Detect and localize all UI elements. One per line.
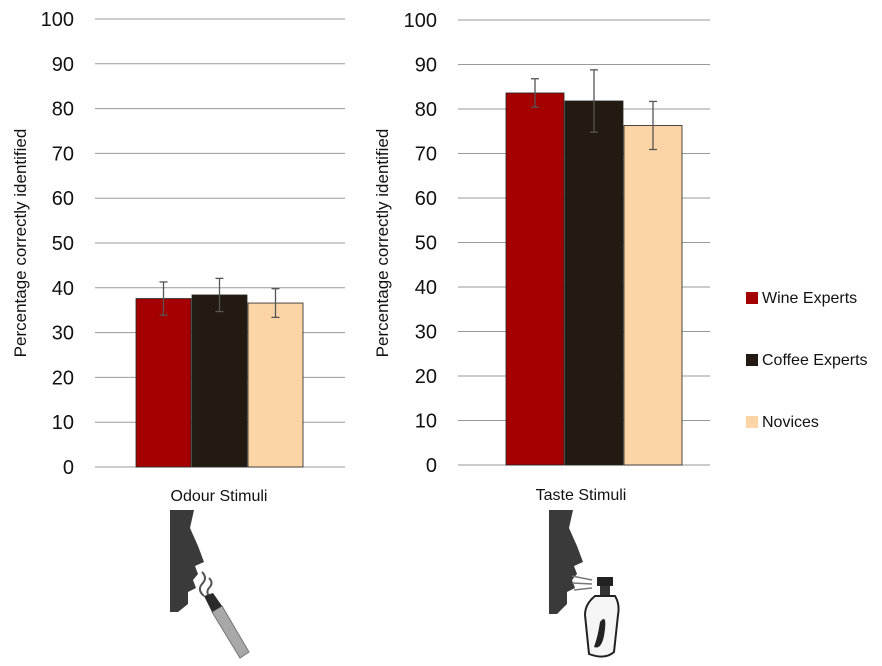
odour-y-tick-label: 70 [52,143,74,165]
pen-tip [204,593,222,612]
legend-swatch-novices [746,416,758,428]
odour-y-tick-label: 100 [41,9,74,31]
odour-y-tick-label: 40 [52,278,74,300]
spray-line-2 [571,582,593,585]
taste-y-tick-label: 100 [404,10,437,32]
face-spray-bottle-icon [549,510,620,658]
scent-wisp-icon [198,571,206,597]
odour-y-tick-label: 30 [52,323,74,345]
taste-error-bars [531,69,657,151]
taste-y-tick-label: 20 [415,366,437,388]
legend-swatch-wine [746,292,758,304]
legend-label-novices: Novices [762,414,819,431]
taste-bar-novices [623,125,683,466]
odour-y-tick-labels: 0 10 20 30 40 50 60 70 80 90 100 [41,9,74,479]
taste-y-tick-label: 10 [415,411,437,433]
taste-x-category-label: Taste Stimuli [536,487,627,504]
taste-y-tick-label: 60 [415,188,437,210]
taste-y-tick-label: 90 [415,55,437,77]
legend-label-wine: Wine Experts [762,290,857,307]
taste-bar-wine [505,92,565,466]
taste-y-tick-label: 50 [415,233,437,255]
pen-shaft [211,605,250,659]
odour-bars [135,294,304,468]
odour-y-tick-label: 50 [52,233,74,255]
spray-line-3 [573,587,593,591]
face-silhouette-right [549,510,583,614]
taste-chart: 0 10 20 30 40 50 60 70 80 90 100 Percentage correc… [373,10,710,504]
face-smelling-pen-icon [170,510,250,659]
odour-bar-novices [247,302,304,468]
odour-y-tick-label: 90 [52,54,74,76]
odour-y-axis-label: Percentage correctly identified [11,129,30,358]
taste-y-tick-label: 30 [415,322,437,344]
spray-neck [600,586,610,596]
taste-bars [505,92,683,466]
odour-y-tick-label: 10 [52,412,74,434]
odour-bar-coffee [191,294,248,468]
odour-y-tick-label: 60 [52,188,74,210]
face-silhouette-left [170,510,204,612]
odour-chart: 0 10 20 30 40 50 60 70 80 90 100 Percentage correc… [11,9,345,505]
taste-bar-coffee [564,100,624,466]
legend-label-coffee: Coffee Experts [762,352,868,369]
odour-x-category-label: Odour Stimuli [171,488,268,505]
legend-swatch-coffee [746,354,758,366]
taste-y-tick-label: 70 [415,144,437,166]
taste-y-tick-label: 40 [415,277,437,299]
legend: Wine Experts Coffee Experts Novices [746,290,868,431]
taste-y-tick-labels: 0 10 20 30 40 50 60 70 80 90 100 [404,10,437,477]
spray-line-1 [571,575,593,581]
taste-y-tick-label: 0 [426,455,437,477]
taste-y-tick-label: 80 [415,99,437,121]
odour-y-tick-label: 0 [63,457,74,479]
odour-y-tick-label: 80 [52,99,74,121]
odour-y-tick-label: 20 [52,367,74,389]
taste-y-axis-label: Percentage correctly identified [373,129,392,358]
spray-nozzle [597,577,613,586]
odour-bar-wine [135,298,192,468]
bottle-label [594,619,606,648]
odour-error-bars [159,277,280,319]
